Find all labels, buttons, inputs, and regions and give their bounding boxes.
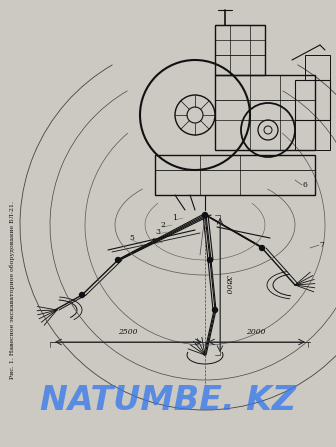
Text: 7: 7: [320, 241, 325, 249]
Text: 6: 6: [302, 181, 307, 189]
Text: 2: 2: [161, 221, 165, 229]
Circle shape: [208, 257, 212, 262]
Circle shape: [116, 257, 121, 262]
Circle shape: [80, 292, 84, 298]
Text: 1: 1: [173, 214, 177, 222]
Text: 4: 4: [151, 238, 156, 246]
Bar: [215, 75, 315, 150]
Bar: [295, 120, 330, 150]
Circle shape: [259, 245, 264, 250]
Bar: [295, 80, 330, 120]
Text: 2000: 2000: [246, 328, 266, 336]
Bar: [215, 25, 265, 75]
Text: 3800: 3800: [224, 275, 232, 295]
Circle shape: [203, 212, 208, 218]
Text: Рис. 1. Навесное экскаваторное оборудование БЛ-21.: Рис. 1. Навесное экскаваторное оборудова…: [9, 201, 15, 379]
Text: 5: 5: [130, 234, 134, 242]
Text: 3: 3: [156, 228, 161, 236]
Text: 2500: 2500: [118, 328, 138, 336]
Bar: [305, 55, 330, 80]
Text: NATUMBE. KZ: NATUMBE. KZ: [40, 384, 296, 417]
Circle shape: [212, 308, 217, 312]
Bar: [155, 155, 315, 195]
